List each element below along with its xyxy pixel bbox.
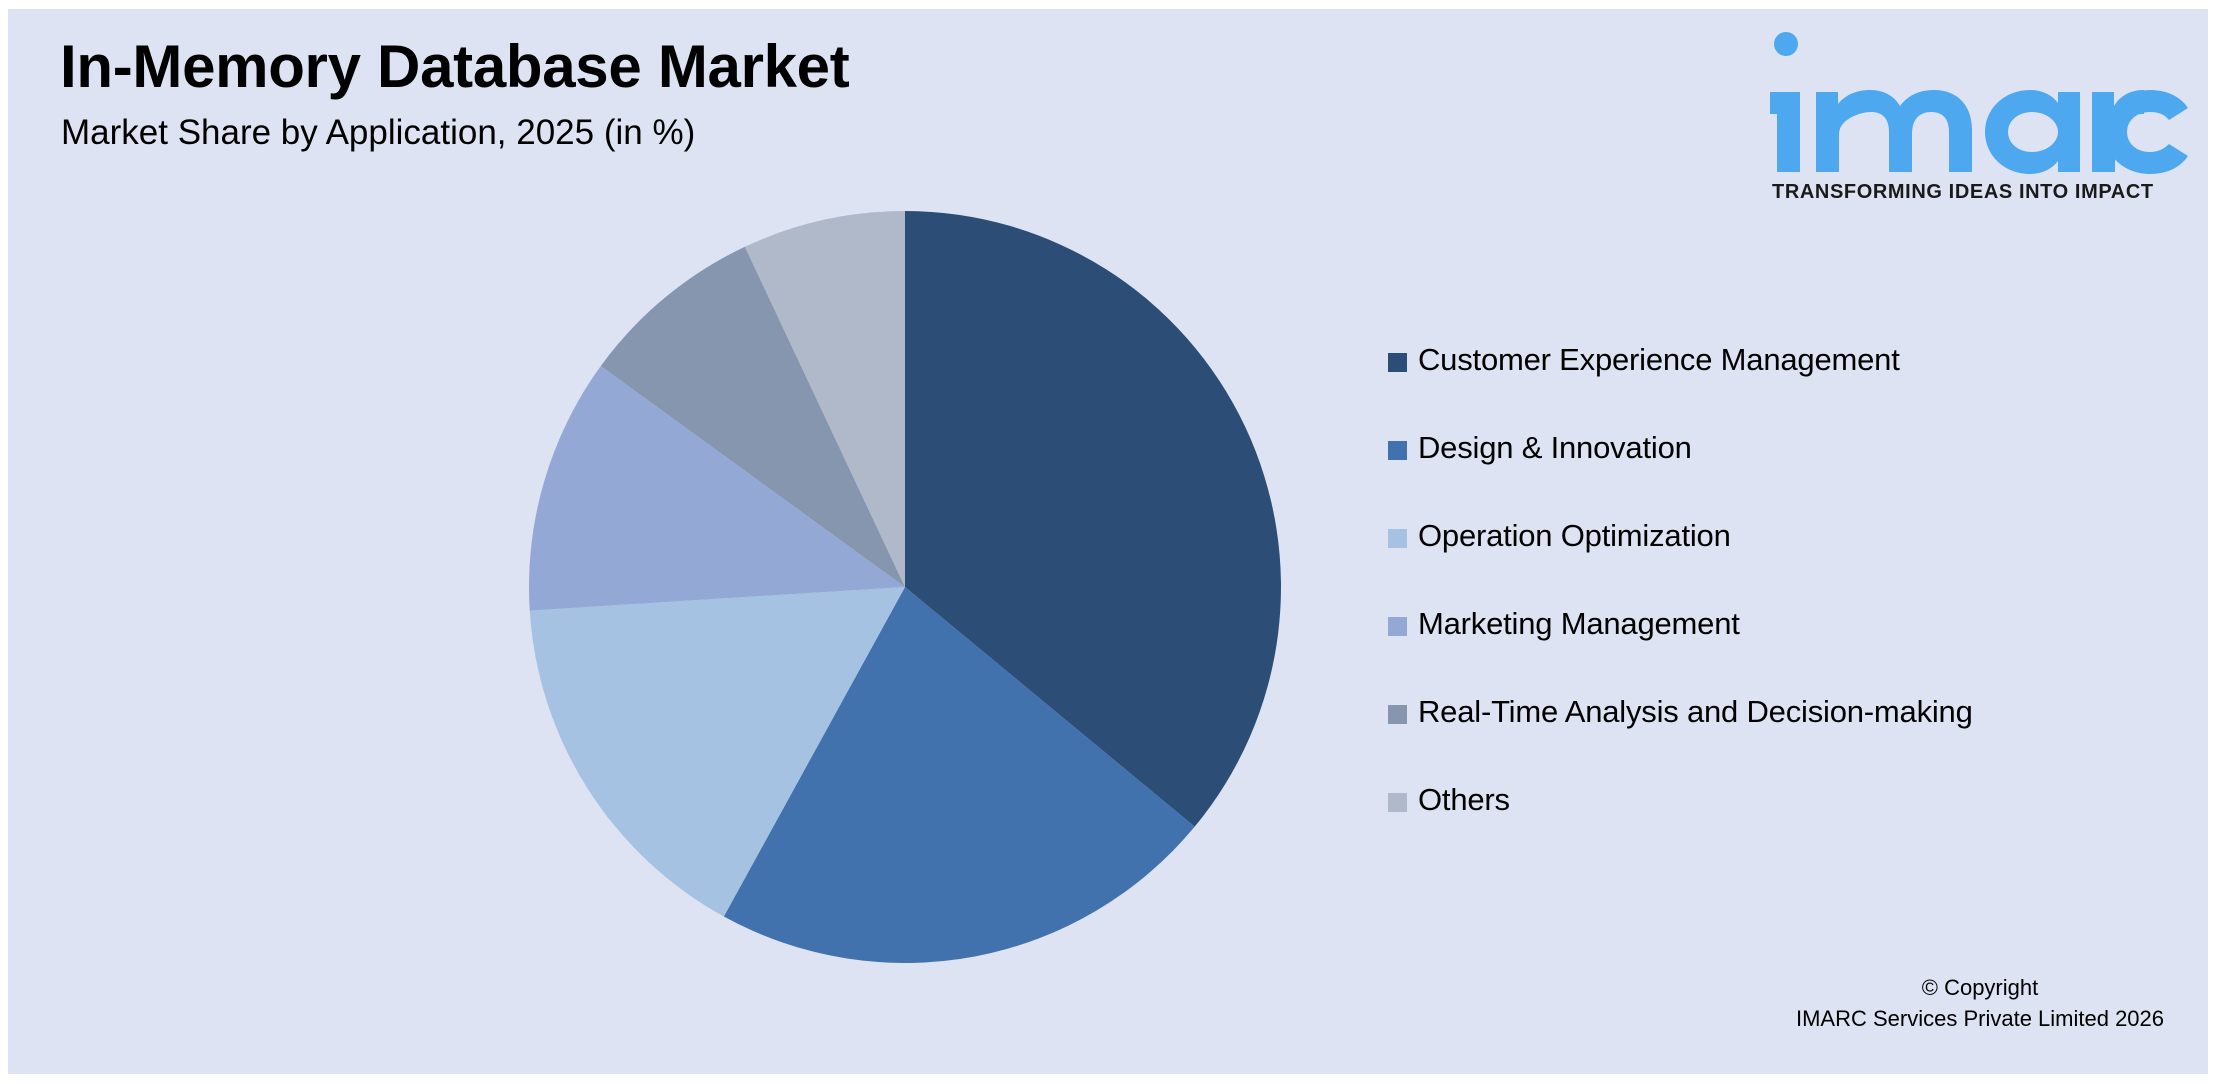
chart-legend: Customer Experience Management Design & … [1388,338,1973,866]
legend-item: Marketing Management [1388,602,1973,646]
legend-swatch-icon [1388,528,1407,548]
legend-item: Operation Optimization [1388,514,1973,558]
legend-swatch-icon [1388,792,1407,812]
pie-slice-customer-experience-management [905,211,1281,827]
imarc-logo: TRANSFORMING IDEAS INTO IMPACT [1768,28,2194,213]
legend-label: Operation Optimization [1418,518,1731,553]
legend-item: Others [1388,778,1973,822]
chart-title: In-Memory Database Market [60,33,850,100]
pie-slice-real-time-analysis-and-decision-making [600,246,905,588]
logo-tagline: TRANSFORMING IDEAS INTO IMPACT [1772,181,2154,203]
legend-item: Customer Experience Management [1388,338,1973,382]
copyright-line-2: IMARC Services Private Limited 2026 [1795,1006,2165,1031]
copyright-notice: © Copyright IMARC Services Private Limit… [1760,972,2200,1034]
chart-subtitle: Market Share by Application, 2025 (in %) [61,113,696,152]
legend-label: Real-Time Analysis and Decision-making [1418,694,1973,729]
pie-slice-operation-optimization [529,587,905,917]
legend-swatch-icon [1388,616,1407,636]
legend-label: Marketing Management [1418,606,1740,641]
legend-label: Design & Innovation [1418,430,1692,465]
legend-label: Customer Experience Management [1418,342,1900,377]
legend-swatch-icon [1388,440,1407,460]
pie-slice-design-innovation [723,587,1195,963]
legend-swatch-icon [1388,352,1407,372]
imarc-wordmark-icon [1770,32,2188,174]
pie-slice-others [744,211,905,587]
legend-swatch-icon [1388,704,1407,724]
legend-item: Real-Time Analysis and Decision-making [1388,690,1973,734]
legend-item: Design & Innovation [1388,426,1973,470]
legend-label: Others [1418,782,1510,817]
copyright-line-1: © Copyright [1921,975,2039,1000]
pie-slice-marketing-management [528,365,905,611]
